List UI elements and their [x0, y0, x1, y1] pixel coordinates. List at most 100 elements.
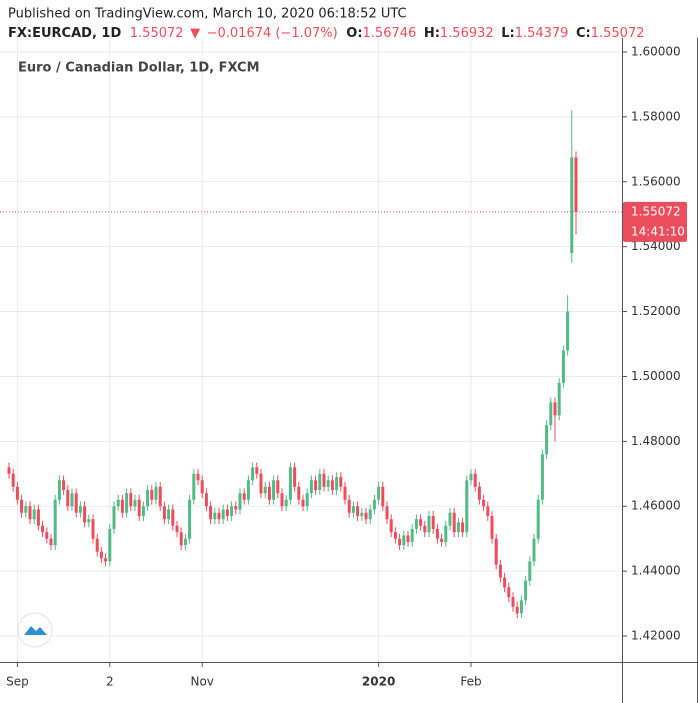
candle-body — [515, 606, 519, 614]
candle-body — [276, 480, 280, 494]
candle-body — [192, 473, 196, 500]
candle-body — [238, 493, 242, 510]
y-tick-label: 1.42000 — [631, 629, 681, 643]
candle-body — [280, 493, 284, 507]
candle-body — [204, 493, 208, 507]
candle-body — [511, 597, 515, 607]
candle-body — [267, 486, 271, 500]
candle-body — [524, 580, 528, 601]
x-tick-label: 2 — [106, 675, 114, 689]
candle-body — [351, 506, 355, 513]
candle-body — [318, 473, 322, 491]
candle-body — [389, 519, 393, 533]
y-tick-label: 1.60000 — [631, 44, 681, 58]
candle-body — [129, 493, 133, 507]
candle-body — [66, 490, 70, 507]
candle-body — [209, 506, 213, 520]
candle-body — [133, 499, 137, 507]
candle-body — [251, 467, 255, 481]
symbol-line: FX:EURCAD, 1D 1.55072 ▼ −0.01674 (−1.07%… — [8, 26, 645, 41]
candle-body — [246, 480, 250, 500]
logo — [17, 612, 53, 648]
candle-body — [570, 157, 574, 254]
candle-body — [171, 509, 175, 526]
candle-body — [32, 509, 36, 520]
candle-body — [183, 538, 187, 546]
candle-body — [490, 515, 494, 539]
l-value: 1.54379 — [515, 26, 569, 41]
published-note: Published on TradingView.com, March 10, … — [8, 7, 407, 22]
y-tick-label: 1.48000 — [631, 434, 681, 448]
arrow: ▼ — [190, 26, 200, 41]
candle-body — [91, 519, 95, 539]
candle-body — [263, 486, 267, 494]
y-tick-label: 1.50000 — [631, 369, 681, 383]
candle-body — [528, 561, 532, 581]
candle-body — [435, 528, 439, 539]
c-label: C: — [576, 26, 591, 41]
candle-body — [566, 311, 570, 351]
candle-body — [74, 493, 78, 513]
candle-body — [309, 480, 313, 494]
candle-body — [158, 486, 162, 507]
candle-body — [112, 506, 116, 529]
candle-body — [477, 486, 481, 500]
candle-body — [57, 480, 61, 500]
candle-body — [532, 538, 536, 562]
candle-body — [141, 506, 145, 516]
change: −0.01674 (−1.07%) — [207, 26, 338, 41]
c-value: 1.55072 — [591, 26, 645, 41]
candle-body — [507, 587, 511, 598]
candle-body — [288, 467, 292, 500]
candle-body — [217, 512, 221, 520]
candle-body — [364, 512, 368, 520]
candle-body — [87, 519, 91, 523]
candle-body — [305, 493, 309, 507]
candle-body — [225, 509, 229, 516]
candle-body — [242, 493, 246, 500]
last-price-label: 1.55072 — [631, 204, 681, 218]
candle-body — [200, 480, 204, 494]
candle-body — [196, 473, 200, 481]
candle-body — [368, 509, 372, 520]
candle-body — [70, 493, 74, 507]
candle-body — [326, 480, 330, 487]
candle-body — [83, 506, 87, 523]
candle-body — [146, 490, 150, 507]
candle-body — [372, 499, 376, 510]
candle-body — [99, 551, 103, 559]
candle-body — [377, 486, 381, 500]
candle-body — [385, 506, 389, 520]
h-value: 1.56932 — [440, 26, 494, 41]
candle-body — [125, 493, 129, 513]
candle-body — [175, 525, 179, 533]
last: 1.55072 — [130, 26, 184, 41]
candle-body — [297, 486, 301, 500]
x-tick-label: Sep — [6, 675, 29, 689]
y-tick-label: 1.56000 — [631, 174, 681, 188]
candle-body — [150, 490, 154, 500]
candle-body — [482, 499, 486, 507]
candle-body — [272, 480, 276, 500]
grid — [0, 38, 622, 662]
candle-body — [28, 506, 32, 520]
candle-body — [167, 509, 171, 520]
candle-body — [53, 499, 57, 546]
candle-body — [406, 535, 410, 542]
candle-body — [154, 486, 158, 500]
l-label: L: — [501, 26, 514, 41]
y-tick-label: 1.46000 — [631, 499, 681, 513]
candle-body — [188, 499, 192, 539]
x-tick-label: 2020 — [362, 675, 395, 689]
candle-body — [230, 506, 234, 516]
candle-body — [503, 577, 507, 588]
candle-body — [284, 499, 288, 507]
candle-body — [255, 467, 259, 474]
y-tick-label: 1.58000 — [631, 109, 681, 123]
logo-icon — [24, 626, 47, 635]
h-label: H: — [424, 26, 440, 41]
candle-body — [120, 499, 124, 513]
candle-body — [78, 506, 82, 513]
candle-body — [213, 512, 217, 520]
